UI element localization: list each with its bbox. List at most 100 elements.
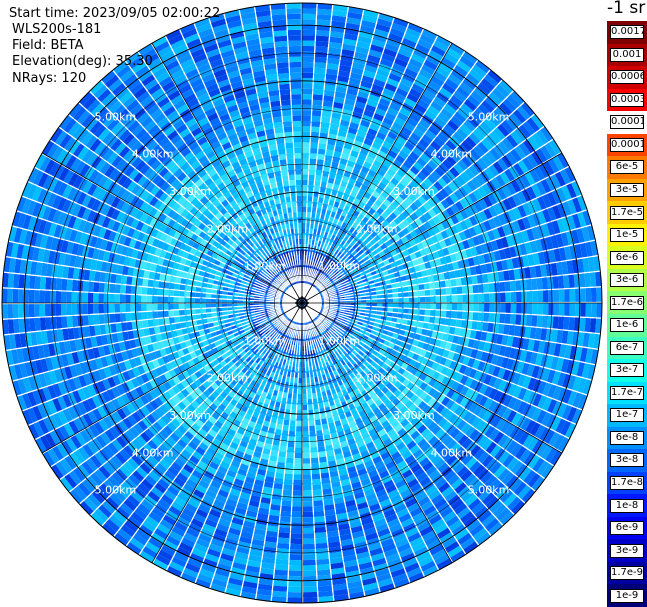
range-gate-cell	[547, 207, 557, 221]
range-gate-cell	[349, 265, 356, 271]
range-gate-cell	[354, 326, 361, 332]
range-gate-cell	[415, 491, 428, 503]
range-gate-cell	[510, 291, 517, 303]
range-gate-cell	[329, 319, 335, 324]
range-gate-cell	[409, 345, 418, 353]
range-gate-cell	[504, 168, 515, 182]
range-gate-cell	[522, 157, 534, 171]
range-gate-cell	[517, 401, 528, 415]
range-gate-cell	[408, 308, 415, 315]
range-gate-cell	[318, 246, 323, 253]
range-gate-cell	[546, 221, 556, 236]
range-gate-cell	[331, 325, 337, 330]
range-gate-cell	[450, 380, 460, 391]
range-gate-cell	[342, 285, 348, 290]
range-gate-cell	[577, 258, 585, 273]
range-gate-cell	[360, 326, 368, 332]
range-gate-cell	[369, 146, 380, 155]
range-gate-cell	[312, 494, 323, 501]
range-gate-cell	[333, 279, 340, 285]
range-gate-cell	[409, 332, 416, 340]
range-gate-cell	[415, 185, 426, 196]
range-gate-cell	[407, 459, 419, 469]
range-gate-cell	[426, 144, 438, 156]
range-gate-cell	[434, 166, 445, 178]
range-gate-cell	[473, 464, 486, 477]
range-gate-cell	[536, 129, 549, 145]
range-gate-cell	[436, 212, 446, 223]
range-gate-cell	[409, 179, 419, 189]
range-gate-cell	[332, 229, 339, 237]
range-gate-cell	[367, 127, 378, 137]
range-gate-cell	[467, 477, 481, 490]
range-gate-cell	[317, 445, 326, 453]
range-gate-cell	[526, 290, 533, 303]
range-gate-cell	[345, 251, 352, 258]
range-gate-cell	[393, 140, 404, 150]
range-gate-cell	[376, 68, 390, 78]
range-gate-cell	[295, 426, 302, 432]
range-gate-cell	[345, 268, 352, 274]
range-gate-cell	[349, 324, 356, 330]
range-gate-cell	[403, 122, 416, 132]
range-gate-cell	[395, 323, 402, 329]
range-gate-cell	[542, 303, 549, 315]
range-gate-cell	[469, 444, 482, 457]
range-gate-cell	[552, 155, 565, 171]
range-gate-cell	[481, 273, 489, 284]
range-gate-cell	[480, 351, 489, 362]
range-gate-cell	[419, 214, 428, 224]
range-gate-cell	[302, 136, 311, 143]
range-gate-cell	[352, 356, 359, 363]
range-gate-cell	[168, 310, 175, 317]
range-gate-cell	[452, 261, 460, 271]
range-gate-cell	[579, 347, 588, 363]
range-gate-cell	[305, 222, 311, 229]
range-gate-cell	[427, 228, 436, 237]
range-gate-cell	[302, 217, 307, 223]
range-gate-cell	[548, 249, 556, 263]
range-gate-cell	[431, 400, 441, 411]
range-gate-cell	[436, 502, 450, 514]
range-gate-cell	[540, 354, 549, 368]
range-gate-cell	[423, 505, 437, 516]
range-gate-cell	[531, 476, 545, 491]
range-gate-cell	[449, 253, 458, 263]
range-gate-cell	[313, 500, 324, 507]
range-gate-cell	[438, 446, 450, 458]
range-gate-cell	[391, 121, 404, 131]
range-gate-cell	[302, 19, 316, 25]
range-gate-cell	[427, 80, 442, 92]
range-gate-cell	[328, 128, 339, 136]
range-gate-cell	[473, 404, 483, 417]
range-gate-cell	[388, 72, 402, 83]
range-gate-cell	[345, 231, 353, 238]
range-gate-cell	[567, 375, 577, 390]
range-gate-cell	[446, 262, 454, 272]
range-gate-cell	[328, 171, 337, 179]
range-gate-cell	[415, 327, 423, 335]
range-gate-cell	[436, 373, 446, 383]
range-gate-cell	[289, 554, 302, 561]
range-gate-cell	[296, 410, 302, 416]
range-gate-cell	[412, 127, 425, 138]
range-gate-cell	[416, 355, 425, 364]
range-gate-cell	[419, 303, 426, 309]
range-gate-cell	[387, 181, 396, 191]
range-gate-cell	[421, 28, 438, 40]
range-gate-cell	[483, 385, 493, 398]
range-gate-cell	[509, 478, 523, 493]
range-gate-cell	[497, 468, 511, 482]
range-gate-cell	[409, 394, 419, 403]
range-gate-cell	[352, 319, 359, 324]
range-gate-cell	[387, 298, 394, 303]
range-gate-cell	[357, 90, 370, 99]
range-gate-cell	[555, 261, 563, 276]
range-gate-cell	[460, 319, 468, 329]
range-gate-cell	[93, 314, 100, 325]
range-gate-cell	[412, 278, 419, 285]
range-gate-cell	[331, 314, 338, 319]
range-gate-cell	[355, 157, 365, 166]
range-gate-cell	[376, 306, 383, 312]
range-gate-cell	[39, 317, 47, 331]
